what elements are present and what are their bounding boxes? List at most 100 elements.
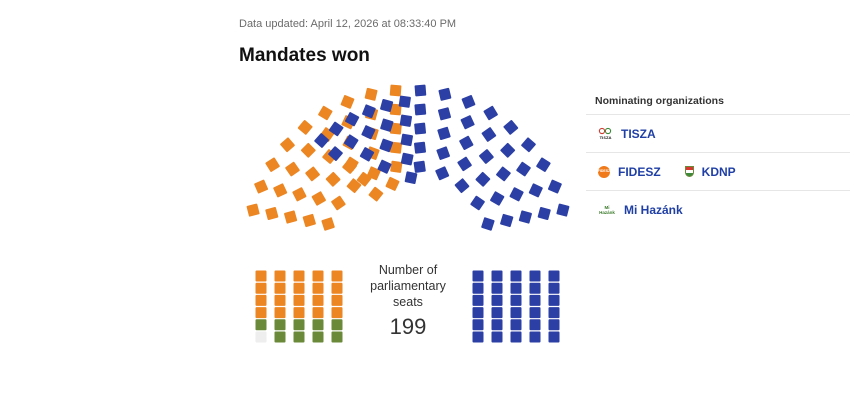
page-title: Mandates won [239, 45, 370, 66]
parliament-seat [437, 126, 451, 141]
party-mi-hazank[interactable]: Mi Hazánk Mi Hazánk [598, 203, 683, 217]
parliament-seat [274, 319, 286, 331]
parliament-seat [438, 87, 452, 101]
parliament-seat [312, 307, 324, 319]
parliament-seat [437, 107, 452, 121]
parliament-seat [516, 161, 531, 177]
parliament-seat [255, 270, 267, 282]
parliament-seat [331, 195, 346, 211]
parliament-seat [491, 294, 503, 306]
parliament-seat [255, 331, 267, 343]
party-tisza[interactable]: TISZA TISZA [598, 127, 656, 141]
parliament-seat [379, 138, 394, 153]
parliament-seat [548, 282, 560, 294]
parliament-seat [436, 146, 450, 160]
parliament-seat [321, 217, 335, 231]
parliament-seat [273, 183, 288, 198]
updated-timestamp: Data updated: April 12, 2026 at 08:33:40… [239, 18, 457, 30]
parliament-seat [389, 84, 402, 97]
parliament-seat [556, 203, 570, 217]
parliament-seat [398, 95, 411, 108]
parliament-seat [300, 142, 316, 158]
legend-row: Mi Hazánk Mi Hazánk [586, 191, 850, 228]
parliament-seat [481, 217, 495, 231]
parliament-seat [293, 307, 305, 319]
parliament-seat [255, 319, 267, 331]
tisza-logo-icon: TISZA [598, 127, 613, 140]
parliament-seat [472, 270, 484, 282]
parliament-seat [472, 319, 484, 331]
party-kdnp[interactable]: KDNP [684, 165, 736, 179]
parliament-seat [293, 282, 305, 294]
parliament-seat [529, 270, 541, 282]
parliament-seat [274, 294, 286, 306]
parliament-seat [399, 114, 413, 127]
parliament-seat [460, 115, 475, 130]
parliament-seat [265, 157, 280, 172]
parliament-seat [548, 307, 560, 319]
party-fidesz[interactable]: FIDESZ FIDESZ [598, 165, 661, 179]
parliament-seat [518, 210, 532, 224]
party-name-fidesz: FIDESZ [618, 164, 661, 179]
parliament-seat [491, 270, 503, 282]
parliament-seat [548, 270, 560, 282]
legend-title: Nominating organizations [586, 88, 850, 115]
parliament-seat [510, 282, 522, 294]
parliament-seat [529, 319, 541, 331]
parliament-seat [274, 282, 286, 294]
parliament-seat [246, 203, 260, 217]
parliament-seat [318, 105, 333, 121]
parliament-seat [400, 152, 414, 166]
parliament-seat [529, 307, 541, 319]
parliament-seat [331, 331, 343, 343]
parliament-seat [509, 187, 524, 202]
parliament-seat [361, 125, 376, 140]
parliament-seat [362, 104, 376, 119]
parliament-seat [385, 176, 400, 191]
parliament-seat [510, 270, 522, 282]
parliament-seat [274, 270, 286, 282]
parliament-seat [510, 319, 522, 331]
parliament-seat [255, 282, 267, 294]
parliament-hemicycle-chart [246, 84, 570, 343]
parliament-seat [470, 195, 485, 211]
parliament-seat [404, 171, 418, 185]
parliament-seat [312, 331, 324, 343]
parliament-seat [400, 133, 414, 147]
parliament-seat [435, 166, 450, 181]
parliament-seat [293, 294, 305, 306]
parliament-seat [490, 191, 505, 206]
parliament-seat [389, 122, 402, 135]
parliament-seat [548, 294, 560, 306]
parliament-seat [340, 95, 355, 109]
legend-panel: Nominating organizations TISZA TISZA FID… [586, 88, 850, 228]
seats-label-line: seats [393, 295, 423, 309]
parliament-seat [548, 331, 560, 343]
parliament-seat [472, 307, 484, 319]
parliament-seat [297, 120, 313, 135]
legend-row: FIDESZ FIDESZ KDNP [586, 153, 850, 191]
parliament-seat [529, 282, 541, 294]
parliament-seat [479, 149, 494, 164]
seats-label: Number of parliamentary seats [358, 262, 458, 310]
parliament-seat [314, 133, 329, 148]
parliament-seat [500, 213, 514, 228]
parliament-seat [528, 183, 543, 198]
parliament-seat [510, 307, 522, 319]
seats-label-line: Number of [378, 263, 438, 277]
parliament-seat [472, 331, 484, 343]
parliament-seat [343, 134, 359, 149]
parliament-seat [312, 319, 324, 331]
parliament-seat [254, 179, 269, 194]
parliament-seat [503, 120, 519, 135]
parliament-seat [390, 141, 402, 154]
parliament-seat [380, 98, 394, 113]
parliament-seat [491, 282, 503, 294]
svg-text:TISZA: TISZA [600, 136, 612, 140]
seats-total: 199 [389, 314, 427, 339]
parliament-seat [346, 178, 362, 194]
parliament-seat [475, 171, 491, 187]
parliament-seat [293, 270, 305, 282]
parliament-seat [284, 210, 298, 224]
parliament-seat [265, 206, 279, 221]
